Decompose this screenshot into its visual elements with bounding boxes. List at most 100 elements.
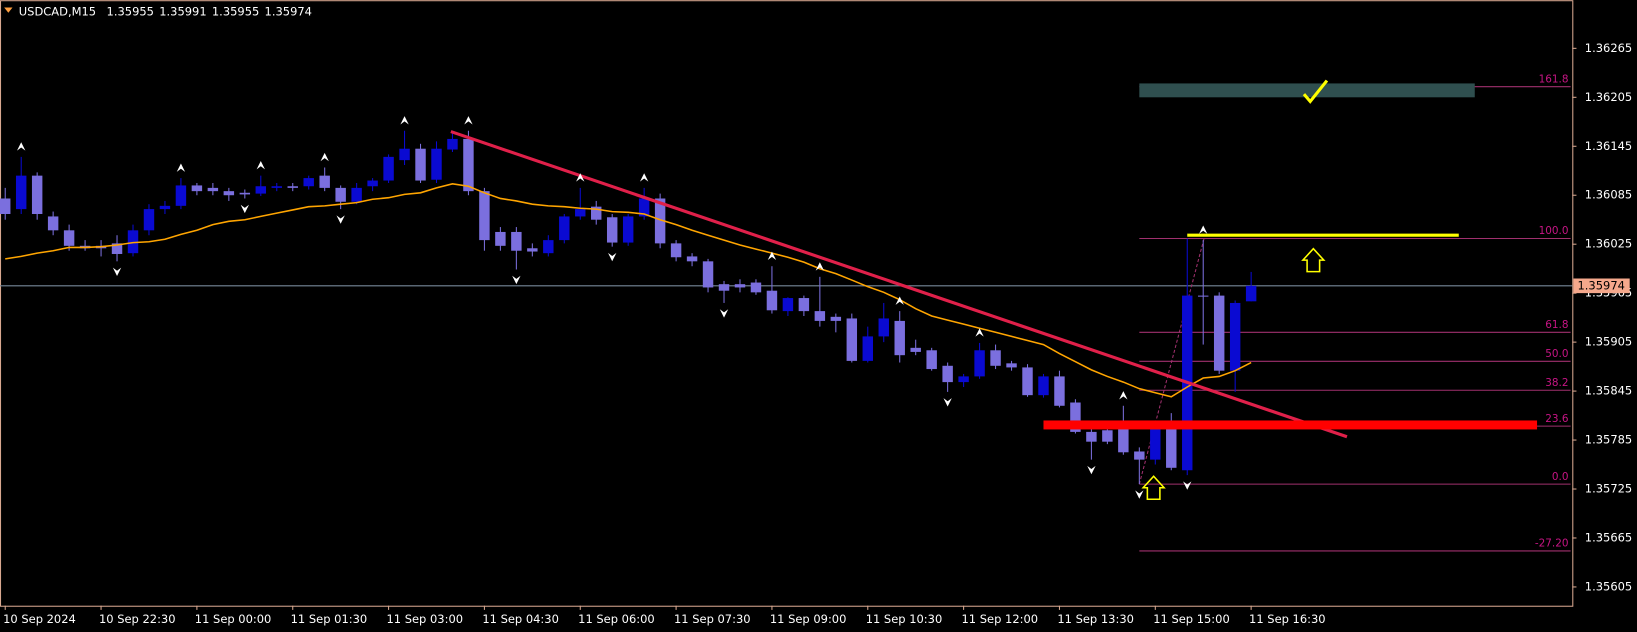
candle-body bbox=[1006, 363, 1017, 368]
fractal-up bbox=[400, 116, 409, 125]
candle-body bbox=[591, 206, 602, 220]
candle-body bbox=[990, 350, 1001, 366]
candle-body bbox=[1229, 302, 1241, 371]
x-tick-label: 11 Sep 12:00 bbox=[962, 612, 1039, 626]
candle-body bbox=[527, 248, 538, 252]
candle-body bbox=[367, 180, 378, 187]
target-check bbox=[1302, 79, 1329, 104]
candle-body bbox=[47, 216, 59, 231]
candle-body bbox=[447, 138, 458, 150]
fractal-up bbox=[176, 163, 186, 172]
menu-triangle[interactable] bbox=[4, 7, 13, 13]
candle-body bbox=[399, 148, 410, 161]
x-tick-label: 11 Sep 15:00 bbox=[1153, 612, 1230, 626]
zone bbox=[1139, 83, 1475, 98]
fractal-down bbox=[112, 267, 122, 276]
fractal-down bbox=[608, 252, 617, 262]
candle-body bbox=[606, 217, 618, 243]
moving-average bbox=[5, 183, 1252, 398]
fractal-down bbox=[336, 215, 345, 224]
ohlc-low: 1.35955 bbox=[212, 4, 259, 18]
candle-body bbox=[415, 148, 426, 181]
y-tick-label: 1.35665 bbox=[1585, 530, 1632, 544]
candle-body bbox=[1245, 285, 1257, 302]
candle-body bbox=[143, 209, 155, 231]
fractal-up bbox=[895, 296, 904, 305]
ohlc-high: 1.35991 bbox=[159, 4, 206, 18]
candle-body bbox=[159, 205, 171, 210]
candle-body bbox=[63, 230, 75, 246]
candle-body bbox=[223, 191, 235, 196]
candle-body bbox=[495, 231, 506, 246]
candle-body bbox=[255, 186, 267, 194]
candle-body bbox=[798, 298, 810, 312]
candle-body bbox=[0, 198, 11, 214]
y-tick-label: 1.36085 bbox=[1585, 188, 1632, 202]
candle-body bbox=[1070, 402, 1081, 432]
candle-body bbox=[734, 284, 746, 288]
candle-body bbox=[638, 198, 650, 217]
candle-body bbox=[175, 185, 187, 206]
candle-body bbox=[942, 365, 953, 383]
candle-body bbox=[1118, 428, 1129, 453]
x-tick-label: 11 Sep 03:00 bbox=[386, 612, 463, 626]
trendline bbox=[450, 130, 1348, 439]
main-layer bbox=[0, 83, 1538, 485]
fib-label: 100.0 bbox=[1539, 225, 1569, 237]
price-label: 1.35974 bbox=[1577, 278, 1624, 292]
y-tick-label: 1.36265 bbox=[1585, 41, 1632, 55]
signal-arrow bbox=[1141, 475, 1166, 501]
candle-body bbox=[191, 185, 203, 192]
candle-body bbox=[894, 320, 905, 356]
y-tick-label: 1.35905 bbox=[1585, 335, 1632, 349]
candle-body bbox=[718, 284, 730, 291]
x-tick-label: 11 Sep 06:00 bbox=[578, 612, 655, 626]
fractal-up bbox=[256, 161, 265, 170]
fractal-down bbox=[1135, 490, 1144, 499]
candle-body bbox=[846, 318, 858, 361]
ohlc-close: 1.35974 bbox=[265, 4, 312, 18]
candle-body bbox=[766, 290, 778, 311]
fractal-down bbox=[943, 398, 952, 407]
x-tick-label: 10 Sep 22:30 bbox=[99, 612, 176, 626]
candle-body bbox=[814, 311, 826, 321]
fractal-up bbox=[576, 173, 585, 182]
candle-body bbox=[335, 187, 346, 202]
y-tick-label: 1.36205 bbox=[1585, 90, 1632, 104]
price-label-box bbox=[1573, 278, 1630, 294]
fractal-up bbox=[320, 152, 329, 162]
candle-body bbox=[1086, 431, 1097, 442]
symbol: USDCAD,M15 bbox=[19, 4, 96, 18]
fractal-up bbox=[767, 251, 777, 260]
candle-body bbox=[1054, 376, 1065, 406]
fractal-up bbox=[17, 142, 26, 151]
signal-arrow bbox=[1301, 247, 1326, 273]
y-tick-label: 1.35785 bbox=[1585, 433, 1632, 447]
candle-body bbox=[654, 198, 666, 244]
candle-body bbox=[479, 191, 490, 241]
fractal-up bbox=[975, 328, 984, 337]
candle-body bbox=[1197, 295, 1209, 297]
candle-body bbox=[1134, 451, 1145, 460]
fib-label: 61.8 bbox=[1545, 319, 1568, 331]
candle-body bbox=[926, 350, 937, 370]
candle-body bbox=[862, 336, 873, 361]
fractal-down bbox=[512, 275, 521, 285]
candle-body bbox=[782, 298, 794, 312]
candle-body bbox=[511, 231, 522, 251]
candle-body bbox=[1166, 428, 1177, 468]
y-tick-label: 1.35605 bbox=[1585, 579, 1632, 593]
candle-body bbox=[830, 316, 842, 321]
y-tick-label: 1.35845 bbox=[1585, 384, 1632, 398]
candle-body bbox=[1022, 367, 1033, 396]
candle-body bbox=[207, 187, 219, 192]
candle-body bbox=[910, 347, 921, 352]
fib-label: -27.20 bbox=[1535, 538, 1569, 550]
x-tick-label: 11 Sep 04:30 bbox=[482, 612, 559, 626]
x-tick-label: 11 Sep 16:30 bbox=[1249, 612, 1326, 626]
fractal-down bbox=[719, 309, 729, 318]
candle-body bbox=[686, 256, 698, 262]
candle-body bbox=[127, 230, 139, 254]
fib-label: 0.0 bbox=[1552, 471, 1569, 483]
